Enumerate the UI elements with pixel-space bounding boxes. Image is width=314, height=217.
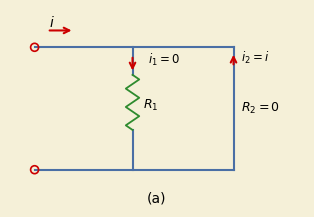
Text: $i$: $i$ bbox=[49, 15, 54, 30]
Text: $R_2=0$: $R_2=0$ bbox=[241, 101, 280, 116]
Text: $R_1$: $R_1$ bbox=[143, 98, 159, 113]
Text: (a): (a) bbox=[147, 192, 167, 206]
Text: $i_2=i$: $i_2=i$ bbox=[241, 50, 270, 66]
Text: $i_1=0$: $i_1=0$ bbox=[148, 51, 180, 67]
